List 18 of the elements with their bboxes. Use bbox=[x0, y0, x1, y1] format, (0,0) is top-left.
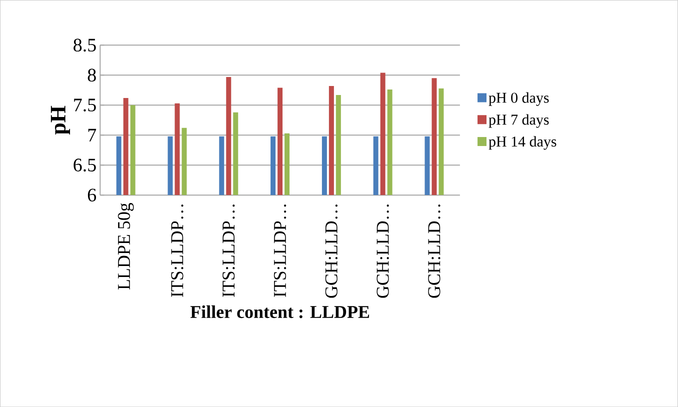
y-tick-label: 6 bbox=[88, 188, 96, 202]
y-tick-label: 6.5 bbox=[74, 158, 96, 172]
legend-label: pH 0 days bbox=[488, 92, 549, 106]
x-axis-title: Filler content : LLDPE bbox=[190, 305, 370, 318]
y-tick-label: 8 bbox=[88, 68, 96, 82]
y-tick-label: 7.5 bbox=[74, 98, 96, 112]
x-tick-label: GCH:LLD… bbox=[325, 204, 338, 298]
legend-label: pH 14 days bbox=[488, 136, 556, 150]
y-tick-label: 7 bbox=[88, 128, 96, 142]
legend-label: pH 7 days bbox=[488, 114, 549, 128]
x-tick-label: GCH:LLD… bbox=[428, 204, 440, 298]
x-tick-label: ITS:LLDP… bbox=[274, 204, 286, 297]
x-tick-label: GCH:LLD… bbox=[376, 204, 389, 298]
y-axis-title: pH bbox=[50, 106, 70, 134]
x-tick-label: ITS:LLDP… bbox=[222, 204, 235, 297]
x-tick-label: ITS:LLDP… bbox=[171, 204, 184, 297]
y-tick-label: 8.5 bbox=[74, 38, 96, 52]
x-tick-label: LLDPE 50g bbox=[118, 202, 134, 290]
